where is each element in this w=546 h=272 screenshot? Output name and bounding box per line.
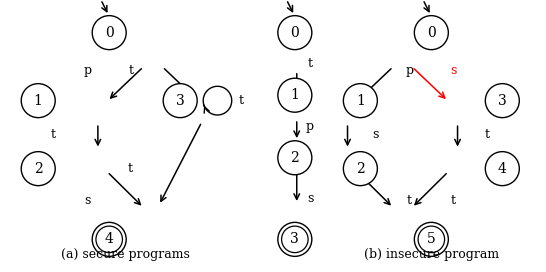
Ellipse shape [92,222,126,256]
Text: s: s [84,194,91,207]
Text: t: t [307,57,313,70]
Ellipse shape [278,16,312,50]
Text: s: s [450,64,456,77]
Text: 5: 5 [427,232,436,246]
Ellipse shape [343,152,377,186]
Text: t: t [238,94,243,107]
Ellipse shape [21,84,55,118]
Text: t: t [450,194,456,207]
Text: 2: 2 [34,162,43,176]
Text: 3: 3 [498,94,507,108]
Text: p: p [306,120,314,133]
Text: 0: 0 [105,26,114,40]
Ellipse shape [485,84,519,118]
Text: 2: 2 [290,151,299,165]
Text: 1: 1 [356,94,365,108]
Text: t: t [129,64,134,77]
Text: 1: 1 [290,88,299,102]
Text: s: s [307,192,313,205]
Ellipse shape [278,222,312,256]
Ellipse shape [278,141,312,175]
Text: s: s [372,128,379,141]
Text: (b) insecure program: (b) insecure program [364,248,499,261]
Ellipse shape [163,84,197,118]
Text: 4: 4 [105,232,114,246]
Text: t: t [407,194,412,207]
Text: t: t [127,162,132,175]
Text: (a) secure programs: (a) secure programs [61,248,190,261]
Ellipse shape [485,152,519,186]
Ellipse shape [278,78,312,112]
Text: 1: 1 [34,94,43,108]
Ellipse shape [92,16,126,50]
Text: 3: 3 [176,94,185,108]
Text: 0: 0 [290,26,299,40]
Ellipse shape [343,84,377,118]
Text: 0: 0 [427,26,436,40]
Text: 3: 3 [290,232,299,246]
Text: t: t [484,128,490,141]
Text: p: p [405,64,413,77]
Text: p: p [83,64,91,77]
Ellipse shape [414,16,448,50]
Text: 4: 4 [498,162,507,176]
Ellipse shape [414,222,448,256]
Text: 2: 2 [356,162,365,176]
Text: t: t [51,128,56,141]
Ellipse shape [21,152,55,186]
